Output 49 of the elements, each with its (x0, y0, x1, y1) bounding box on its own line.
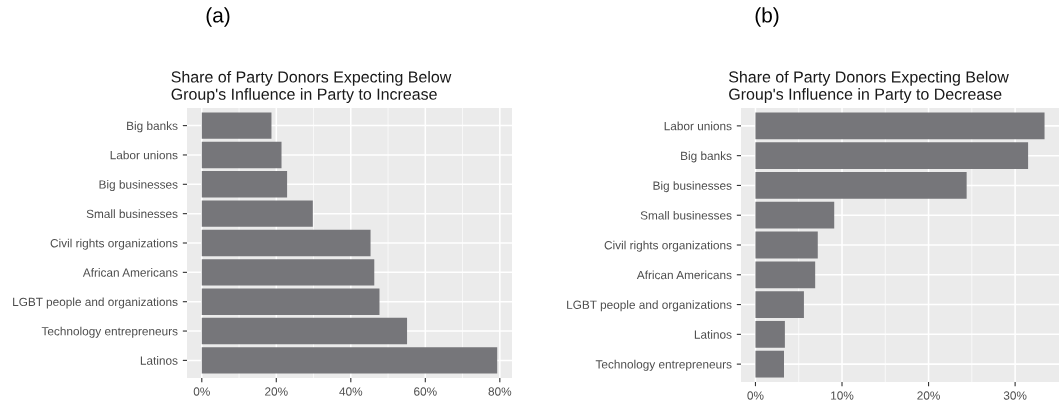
y-tick-label: Big businesses (653, 181, 732, 193)
bar (755, 112, 1045, 140)
x-tick-label: 20% (917, 391, 940, 400)
y-tick-label: Big businesses (99, 180, 178, 192)
bar (755, 350, 785, 378)
x-tick-label: 60% (414, 387, 437, 396)
y-tick-label: Big banks (681, 151, 732, 163)
bar (755, 261, 816, 289)
bar (755, 320, 785, 348)
y-tick-label: Civil rights organizations (50, 238, 178, 250)
text: (b) (755, 7, 779, 27)
y-tick-label: Labor unions (110, 150, 178, 160)
bar (201, 171, 288, 198)
bar (755, 291, 804, 318)
y-tick-label: Latinos (694, 330, 732, 339)
y-tick-label: Small businesses (86, 209, 178, 219)
x-tick-label: 10% (831, 391, 854, 400)
bar (201, 229, 371, 257)
bar (755, 172, 967, 199)
y-tick-label: Civil rights organizations (604, 240, 732, 252)
y-tick-label: Technology entrepreneurs (41, 326, 178, 338)
x-tick-label: 80% (488, 387, 512, 396)
bar (755, 231, 818, 259)
chart-title: Share of Party Donors Expecting Below Group's Influence in Party to Increase (171, 70, 452, 103)
y-tick-label: Technology entrepreneurs (595, 359, 732, 371)
y-tick-label: LGBT people and organizations (13, 297, 178, 309)
y-tick-label: African Americans (636, 270, 732, 280)
bar (201, 288, 380, 315)
y-tick-label: Latinos (140, 356, 178, 365)
bar (201, 141, 282, 169)
y-tick-label: Small businesses (640, 210, 732, 220)
x-tick-label: 20% (265, 387, 288, 396)
x-tick-label: 40% (339, 387, 363, 396)
x-tick-label: 0% (193, 387, 210, 396)
chart-title: Share of Party Donors Expecting Below Group's Influence in Party to Decrease (729, 70, 1009, 103)
bar (201, 200, 313, 227)
bar (201, 347, 498, 374)
x-tick-label: 30% (1003, 391, 1027, 400)
y-tick-label: Labor unions (664, 121, 732, 131)
bar (201, 112, 272, 139)
y-tick-label: Big banks (127, 121, 178, 133)
x-tick-label: 0% (747, 391, 764, 400)
y-tick-label: African Americans (82, 268, 178, 277)
bar (201, 259, 375, 286)
y-tick-label: LGBT people and organizations (567, 300, 732, 312)
text: (a) (206, 7, 230, 27)
bar (755, 142, 1029, 170)
bar (755, 201, 835, 229)
bar (201, 317, 408, 345)
